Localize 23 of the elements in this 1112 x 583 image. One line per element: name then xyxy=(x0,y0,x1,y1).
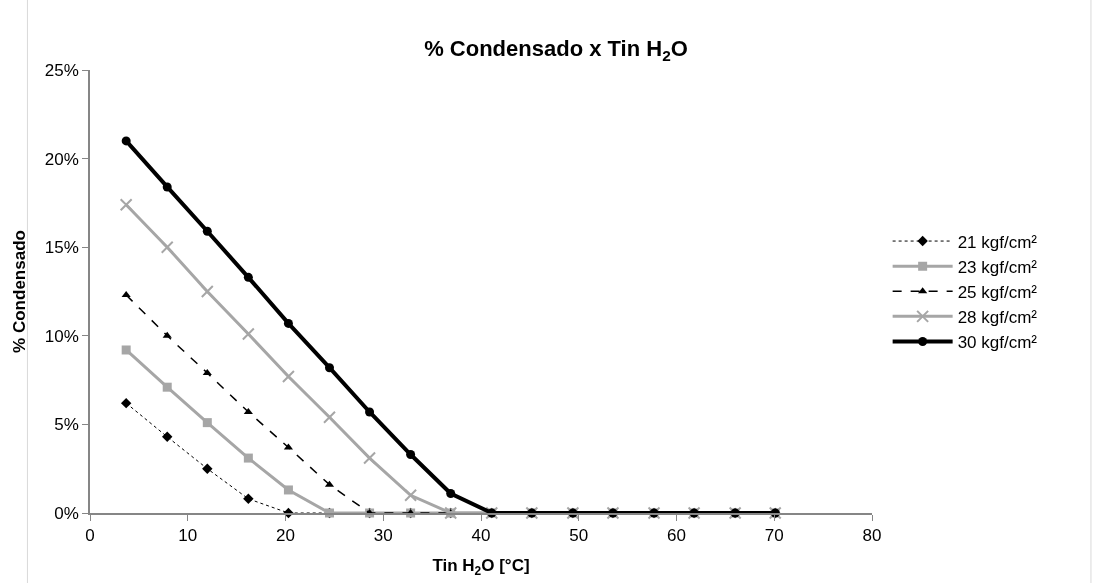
legend-label: 28 kgf/cm² xyxy=(957,307,1038,327)
x-axis-title: Tin H$_{2}$O [°C] xyxy=(432,556,530,578)
y-tick-label: 20% xyxy=(44,149,79,169)
x-tick-label: 10 xyxy=(178,526,198,546)
x-tick-label: 50 xyxy=(569,526,589,546)
y-axis-title: % Condensado xyxy=(9,230,29,353)
y-tick-label: 5% xyxy=(54,415,79,435)
x-tick-label: 80 xyxy=(862,526,882,546)
x-tick-label: 0 xyxy=(85,526,95,546)
x-tick-label: 30 xyxy=(373,526,393,546)
x-tick-label: 60 xyxy=(667,526,686,546)
legend-label: 30 kgf/cm² xyxy=(957,333,1038,353)
y-tick-label: 0% xyxy=(54,503,79,523)
x-tick-label: 70 xyxy=(764,526,784,546)
x-tick-label: 20 xyxy=(276,526,295,546)
legend-label: 23 kgf/cm² xyxy=(957,257,1038,277)
chart-title: % Condensado x Tin H$_{2}$O xyxy=(424,36,688,64)
legend-label: 25 kgf/cm² xyxy=(957,282,1038,302)
x-tick-label: 40 xyxy=(471,526,491,546)
y-tick-label: 25% xyxy=(44,60,79,80)
y-tick-label: 10% xyxy=(44,326,79,346)
legend-label: 21 kgf/cm² xyxy=(957,232,1038,252)
y-tick-label: 15% xyxy=(44,238,79,258)
